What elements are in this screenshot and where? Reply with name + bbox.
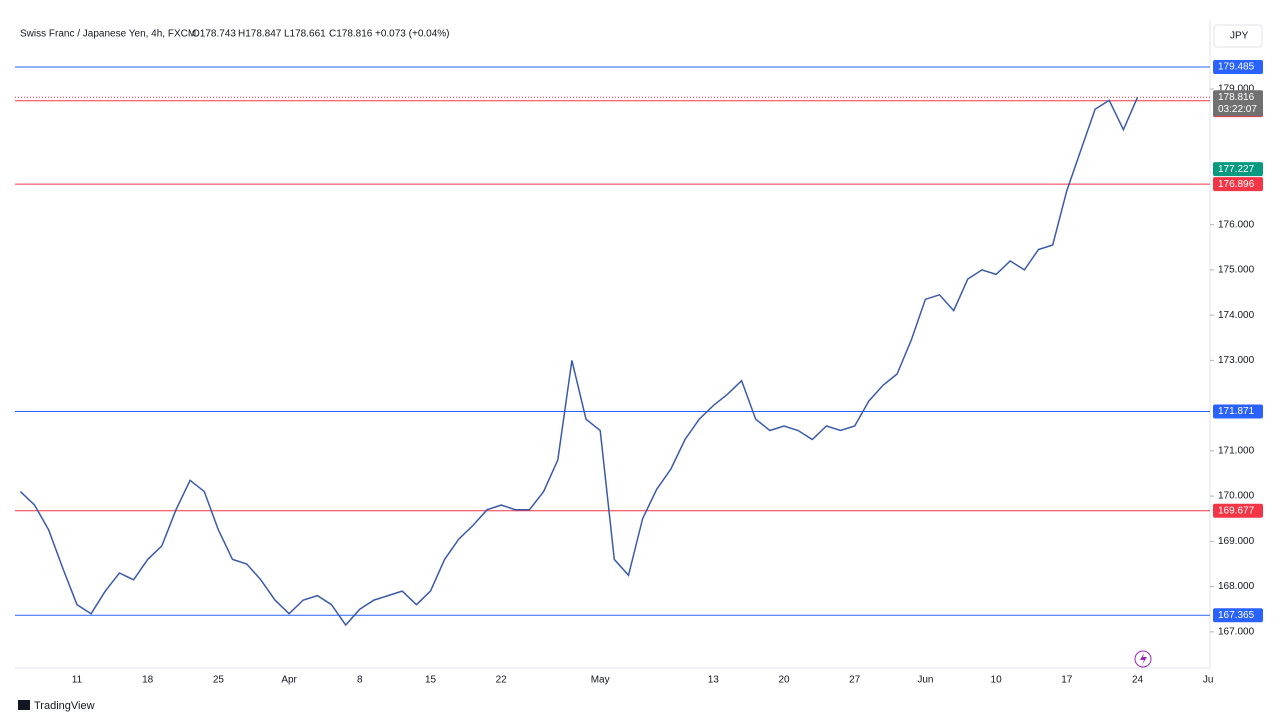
ohlc-change: +0.073 (+0.04%) [375,29,450,40]
x-tick-label: 17 [1061,675,1073,686]
price-tag-label: 167.365 [1218,610,1255,621]
ohlc-close: C178.816 [329,29,373,40]
price-tag-label: 177.227 [1218,164,1255,175]
last-price-tag [1213,90,1263,117]
alert-bolt [1140,653,1147,665]
x-tick-label: Jun [917,675,933,686]
y-tick-label: 174.000 [1218,310,1255,321]
y-tick-label: 175.000 [1218,265,1255,276]
price-tag-label: 176.896 [1218,179,1255,190]
y-tick-label: 170.000 [1218,491,1255,502]
price-tag [1213,162,1263,177]
price-line [19,97,1139,627]
x-tick-label: May [591,675,610,686]
ohlc-low: L178.661 [284,29,326,40]
brand-logo [18,700,30,710]
price-tag [1213,503,1263,518]
y-tick-label: 176.000 [1218,219,1255,230]
x-tick-label: 11 [72,675,83,686]
chart-title: Swiss Franc / Japanese Yen, 4h, FXCM [20,29,196,40]
price-tag [1213,608,1263,623]
last-price-label: 178.816 [1218,92,1255,103]
y-tick-label: 173.000 [1218,355,1255,366]
currency-button[interactable] [1213,24,1263,48]
price-tag [1213,60,1263,75]
price-tag [1213,404,1263,419]
x-tick-label: 22 [496,675,508,686]
y-tick-label: 171.000 [1218,445,1255,456]
price-tag [1213,177,1263,192]
x-tick-label: 24 [1132,675,1144,686]
last-price-label: 03:22:07 [1218,104,1257,115]
x-tick-label: 18 [142,675,154,686]
x-tick-label: 20 [778,675,790,686]
x-tick-label: 10 [991,675,1003,686]
price-tag-label: 169.677 [1218,505,1255,516]
x-tick-label: 25 [213,675,225,686]
price-tag-label: 171.871 [1218,406,1255,417]
x-tick-label: Ju [1203,675,1214,686]
price-tag-label: 179.485 [1218,62,1255,73]
brand-name: TradingView [34,700,95,712]
y-tick-label: 169.000 [1218,536,1255,547]
y-tick-label: 179.000 [1218,84,1255,95]
x-tick-label: Apr [281,675,297,686]
x-tick-label: 15 [425,675,437,686]
y-tick-label: 167.000 [1218,626,1255,637]
y-tick-label: 168.000 [1218,581,1255,592]
ohlc-high: H178.847 [238,29,282,40]
x-tick-label: 13 [708,675,720,686]
x-tick-label: 27 [849,675,861,686]
x-tick-label: 8 [357,675,363,686]
currency-label[interactable]: JPY [1230,31,1249,42]
ohlc-open: O178.743 [192,29,236,40]
alert-icon[interactable] [1134,650,1152,668]
